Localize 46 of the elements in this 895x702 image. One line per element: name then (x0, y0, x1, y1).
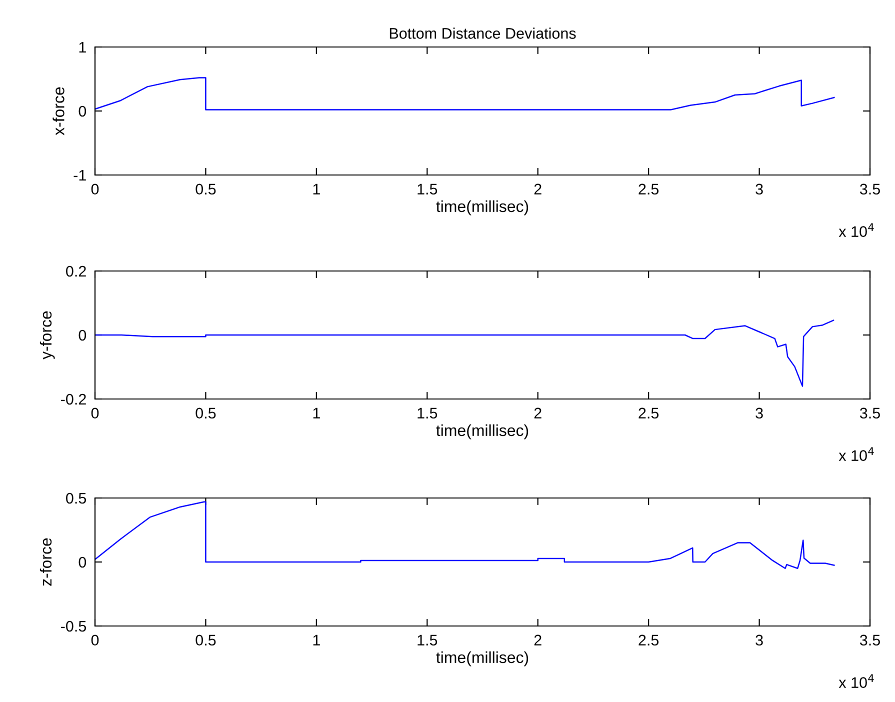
x-tick-label: 3 (756, 408, 763, 419)
x-tick-label: 1.5 (418, 184, 438, 195)
x-tick-label: 0 (91, 184, 99, 195)
x-tick-label: 0 (91, 634, 99, 646)
x-tick-label: 3.5 (860, 184, 880, 195)
x-tick-label: 2.5 (638, 634, 659, 646)
y-axis-title: x-force (52, 87, 64, 136)
x-tick-label: 2.5 (638, 184, 659, 195)
x-tick-label: 1.5 (418, 634, 438, 646)
x-tick-label: 2.5 (638, 408, 659, 419)
x-axis-title: time(millisec) (436, 424, 528, 440)
y-tick-label: 1 (79, 42, 86, 53)
y-axis-title: z-force (40, 538, 52, 586)
x-tick-label: 3 (756, 634, 763, 646)
y-tick-label: -0.2 (61, 394, 86, 405)
line-series (95, 77, 835, 110)
x-tick-label: 1 (313, 634, 320, 646)
x-tick-label: 3 (756, 184, 763, 195)
x-tick-label: 0.5 (196, 634, 216, 646)
x-tick-label: 1 (313, 408, 320, 418)
y-tick-label: 0.2 (66, 266, 86, 277)
x-axis-title: time(millisec) (436, 651, 528, 666)
line-series (95, 501, 835, 570)
x-tick-label: 2 (534, 184, 542, 194)
y-tick-label: 0 (78, 330, 86, 341)
x-tick-label: 1 (313, 184, 320, 194)
y-tick-label: 0 (78, 556, 86, 568)
x-axis-title: time(millisec) (436, 200, 528, 216)
y-axis-title: y-force (40, 311, 55, 360)
y-tick-label: -0.5 (61, 620, 86, 632)
x-tick-label: 0.5 (196, 184, 216, 195)
x-tick-label: 3.5 (860, 634, 880, 646)
text: x 10$^{4}$ (838, 447, 874, 461)
y-tick-label: 0 (78, 106, 86, 117)
line-series (95, 320, 834, 387)
y-tick-label: 0.5 (66, 492, 86, 504)
x-tick-label: 0.5 (196, 408, 216, 419)
y-tick-label: -1 (74, 170, 86, 181)
x-tick-label: 2 (534, 634, 542, 646)
x-tick-label: 2 (534, 408, 542, 418)
x-tick-label: 0 (91, 408, 99, 419)
chart-title: Bottom Distance Deviations (390, 28, 576, 39)
text: x 10$^{4}$ (838, 223, 874, 237)
x-tick-label: 3.5 (860, 408, 880, 419)
text: x 10$^{4}$ (838, 674, 874, 688)
x-tick-label: 1.5 (418, 408, 438, 419)
